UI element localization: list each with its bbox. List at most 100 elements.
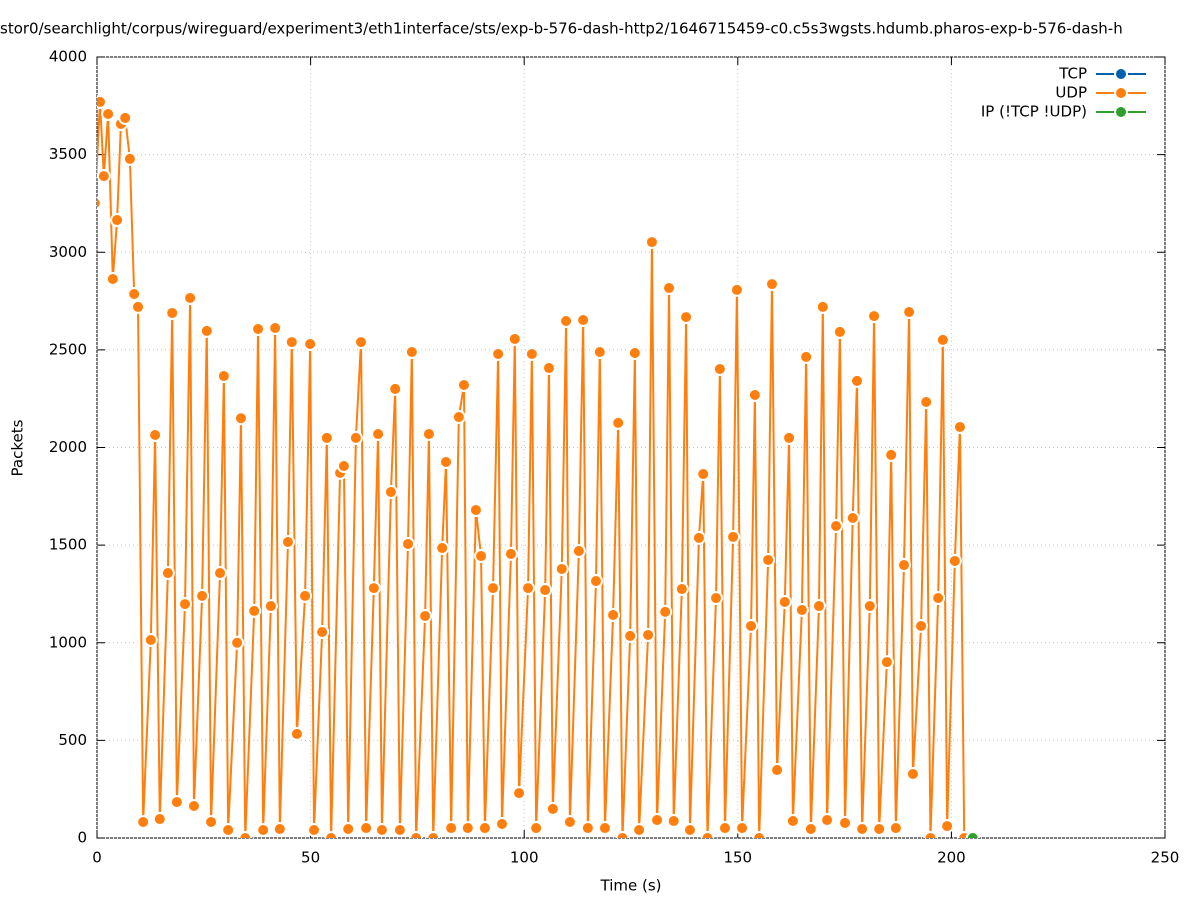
data-point	[965, 831, 980, 838]
x-tick-label: 150	[723, 849, 752, 867]
data-point	[862, 599, 877, 614]
data-point	[712, 362, 727, 377]
data-point	[717, 821, 732, 836]
x-axis-label: Time (s)	[600, 877, 662, 895]
legend-swatch	[1114, 67, 1128, 81]
series-line	[97, 101, 966, 838]
data-point	[562, 814, 577, 829]
legend-swatch	[1114, 86, 1128, 100]
data-point	[888, 821, 903, 836]
data-point	[336, 459, 351, 474]
data-point	[580, 821, 595, 836]
data-point	[507, 331, 522, 346]
data-point	[606, 608, 621, 623]
data-point	[650, 813, 665, 828]
data-point	[588, 574, 603, 589]
data-point	[752, 831, 767, 838]
data-point	[178, 597, 193, 612]
data-point	[729, 282, 744, 297]
data-point	[849, 373, 864, 388]
data-point	[97, 196, 102, 210]
data-point	[764, 277, 779, 292]
data-point	[105, 271, 120, 286]
data-point	[439, 454, 454, 469]
data-point	[152, 812, 167, 827]
data-point	[696, 467, 711, 482]
legend-swatch	[1114, 105, 1128, 119]
data-point	[298, 588, 313, 603]
data-point	[538, 583, 553, 598]
data-point	[952, 419, 967, 434]
data-point	[700, 831, 715, 838]
data-point	[931, 591, 946, 606]
data-point	[148, 428, 163, 443]
data-point	[348, 430, 363, 445]
data-point	[726, 529, 741, 544]
data-point	[418, 609, 433, 624]
data-point	[435, 541, 450, 556]
y-tick-label: 500	[58, 731, 87, 749]
data-point	[118, 110, 133, 125]
data-point	[213, 566, 228, 581]
data-point	[815, 299, 830, 314]
data-point	[554, 561, 569, 576]
data-point	[658, 604, 673, 619]
data-point	[199, 323, 214, 338]
data-point	[592, 345, 607, 360]
data-point	[744, 618, 759, 633]
data-point	[641, 627, 656, 642]
data-point	[251, 321, 266, 336]
data-point	[770, 763, 785, 778]
data-point	[662, 280, 677, 295]
data-point	[521, 581, 536, 596]
data-point	[233, 411, 248, 426]
data-point	[905, 766, 920, 781]
data-point	[221, 822, 236, 837]
data-point	[559, 313, 574, 328]
x-tick-label: 50	[301, 849, 320, 867]
data-point	[451, 410, 466, 425]
data-point	[838, 815, 853, 830]
data-point	[421, 427, 436, 442]
data-point	[529, 821, 544, 836]
data-point	[460, 821, 475, 836]
y-tick-label: 1500	[49, 536, 87, 554]
data-point	[97, 94, 107, 109]
data-point	[324, 831, 339, 838]
data-point	[122, 151, 137, 166]
x-tick-label: 200	[937, 849, 966, 867]
legend-label: TCP	[1058, 65, 1087, 83]
data-point	[256, 822, 271, 837]
data-point	[131, 299, 146, 314]
data-point	[280, 535, 295, 550]
data-point	[426, 831, 441, 838]
data-point	[392, 822, 407, 837]
data-point	[474, 549, 489, 564]
data-point	[872, 822, 887, 837]
data-point	[845, 510, 860, 525]
data-point	[935, 332, 950, 347]
y-tick-label: 1000	[49, 633, 87, 651]
y-tick-label: 0	[77, 829, 87, 847]
data-point	[627, 345, 642, 360]
data-point	[794, 602, 809, 617]
data-point	[923, 831, 938, 838]
data-point	[914, 618, 929, 633]
data-point	[829, 518, 844, 533]
data-point	[477, 821, 492, 836]
data-point	[366, 581, 381, 596]
data-point	[486, 581, 501, 596]
data-point	[777, 594, 792, 609]
data-point	[136, 814, 151, 829]
y-tick-label: 2000	[49, 438, 87, 456]
data-point	[747, 387, 762, 402]
data-point	[512, 786, 527, 801]
data-point	[947, 553, 962, 568]
data-point	[503, 546, 518, 561]
data-point	[682, 822, 697, 837]
data-point	[409, 831, 424, 838]
data-point	[374, 822, 389, 837]
data-point	[632, 822, 647, 837]
data-point	[494, 816, 509, 831]
